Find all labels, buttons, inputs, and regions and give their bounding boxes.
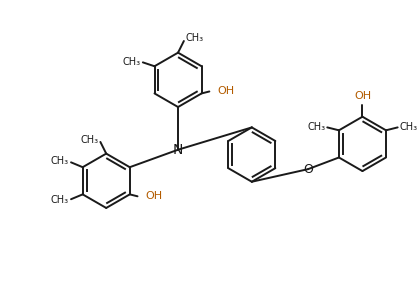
Text: O: O bbox=[303, 163, 313, 176]
Text: CH₃: CH₃ bbox=[186, 33, 204, 43]
Text: CH₃: CH₃ bbox=[307, 123, 326, 132]
Text: OH: OH bbox=[217, 87, 234, 96]
Text: CH₃: CH₃ bbox=[51, 156, 69, 166]
Text: N: N bbox=[173, 143, 183, 157]
Text: CH₃: CH₃ bbox=[123, 57, 141, 67]
Text: OH: OH bbox=[145, 191, 163, 201]
Text: OH: OH bbox=[354, 91, 371, 101]
Text: CH₃: CH₃ bbox=[51, 195, 69, 205]
Text: CH₃: CH₃ bbox=[80, 135, 98, 145]
Text: CH₃: CH₃ bbox=[399, 123, 418, 132]
